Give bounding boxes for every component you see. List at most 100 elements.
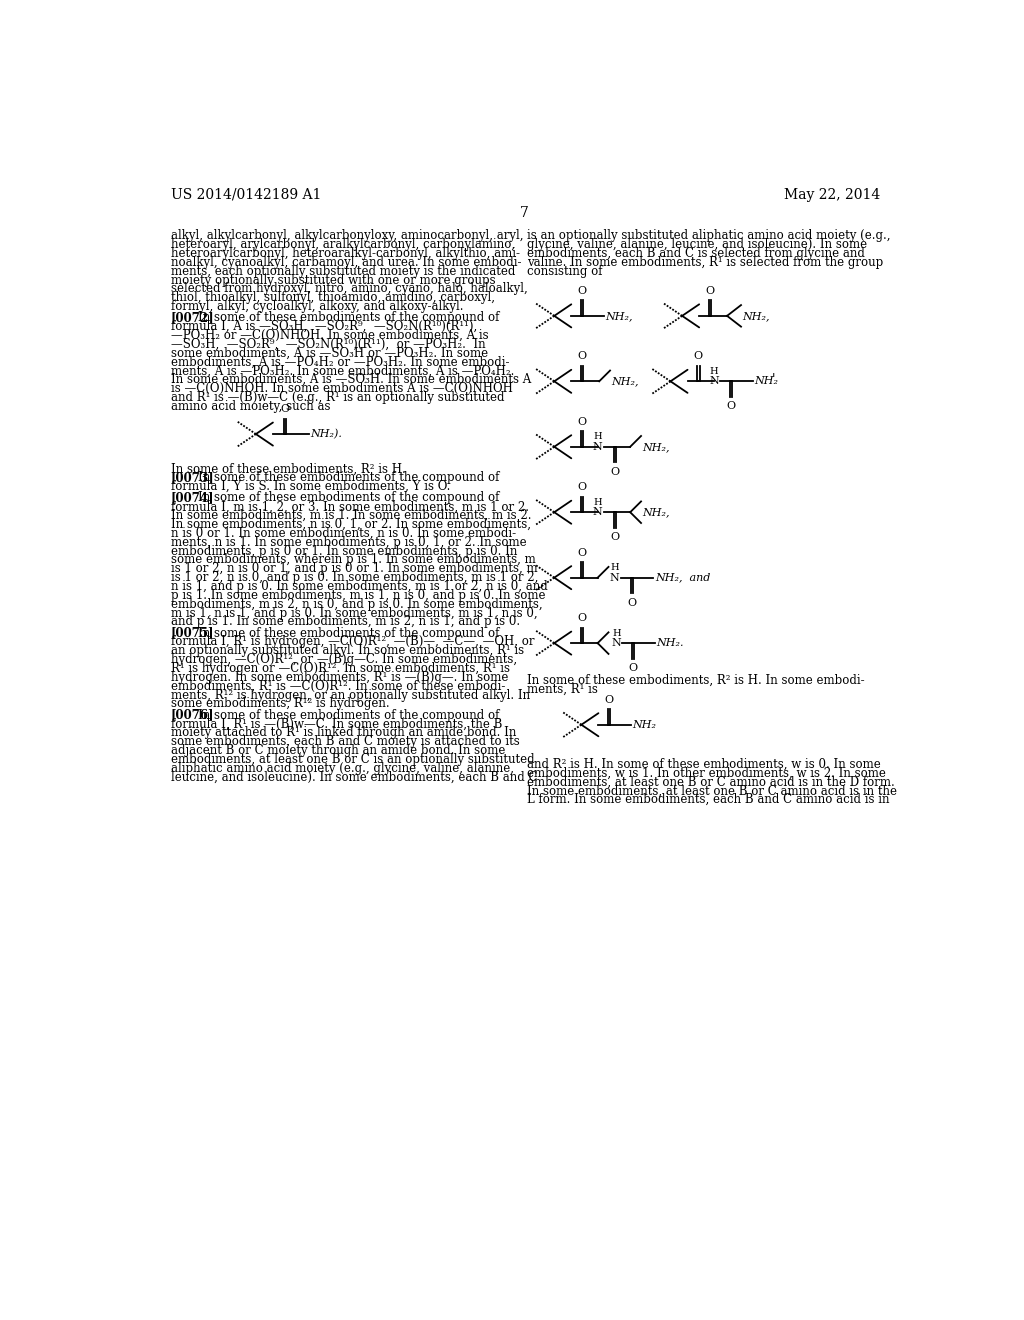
Text: and p is 1. In some embodiments, m is 2, n is 1, and p is 0.: and p is 1. In some embodiments, m is 2,… <box>171 615 520 628</box>
Text: [0076]: [0076] <box>171 709 214 722</box>
Text: formyl, alkyl, cycloalkyl, alkoxy, and alkoxy-alkyl.: formyl, alkyl, cycloalkyl, alkoxy, and a… <box>171 300 463 313</box>
Text: US 2014/0142189 A1: US 2014/0142189 A1 <box>171 187 321 202</box>
Text: thiol, thioalkyl, sulfonyl, thioamido, amidino, carboxyl,: thiol, thioalkyl, sulfonyl, thioamido, a… <box>171 292 495 304</box>
Text: NH₂,: NH₂, <box>643 507 670 517</box>
Text: embodiments, m is 2, n is 0, and p is 0. In some embodiments,: embodiments, m is 2, n is 0, and p is 0.… <box>171 598 543 611</box>
Text: [0072]: [0072] <box>171 312 214 325</box>
Text: NH₂: NH₂ <box>633 719 656 730</box>
Text: May 22, 2014: May 22, 2014 <box>783 187 880 202</box>
Text: O: O <box>627 598 636 607</box>
Text: hydrogen. In some embodiments, R¹ is —(B)g—. In some: hydrogen. In some embodiments, R¹ is —(B… <box>171 671 508 684</box>
Text: —SO₃H,  —SO₂R⁹,  —SO₂N(R¹⁰)(R¹¹),  or —PO₃H₂.  In: —SO₃H, —SO₂R⁹, —SO₂N(R¹⁰)(R¹¹), or —PO₃H… <box>171 338 485 351</box>
Text: In some of these embodiments, R² is H.: In some of these embodiments, R² is H. <box>171 462 406 475</box>
Text: O: O <box>578 482 587 492</box>
Text: embodiments, w is 1. In other embodiments, w is 2. In some: embodiments, w is 1. In other embodiment… <box>527 767 886 780</box>
Text: O: O <box>578 417 587 426</box>
Text: formula I, m is 1, 2, or 3. In some embodiments, m is 1 or 2.: formula I, m is 1, 2, or 3. In some embo… <box>171 500 528 513</box>
Text: m is 1, n is 1, and p is 0. In some embodiments, m is 1, n is 0,: m is 1, n is 1, and p is 0. In some embo… <box>171 607 538 619</box>
Text: moiety optionally substituted with one or more groups: moiety optionally substituted with one o… <box>171 273 496 286</box>
Text: embodiments, A is —PO₄H₂ or —PO₃H₂. In some embodi-: embodiments, A is —PO₄H₂ or —PO₃H₂. In s… <box>171 355 509 368</box>
Text: [0074]: [0074] <box>171 491 214 504</box>
Text: is 1 or 2, n is 0 or 1, and p is 0 or 1. In some embodiments, m: is 1 or 2, n is 0 or 1, and p is 0 or 1.… <box>171 562 538 576</box>
Text: O: O <box>610 467 620 477</box>
Text: N: N <box>611 638 622 648</box>
Text: NH₂,: NH₂, <box>605 312 633 321</box>
Text: n is 1, and p is 0. In some embodiments, m is 1 or 2, n is 0, and: n is 1, and p is 0. In some embodiments,… <box>171 579 548 593</box>
Text: embodiments, at least one B or C is an optionally substituted: embodiments, at least one B or C is an o… <box>171 752 535 766</box>
Text: O: O <box>578 548 587 557</box>
Text: formula I, R¹ is hydrogen, —C(O)R¹², —(B)—, —C—, —OH, or: formula I, R¹ is hydrogen, —C(O)R¹², —(B… <box>171 635 535 648</box>
Text: N: N <box>610 573 620 582</box>
Text: NH₂,  and: NH₂, and <box>655 573 711 582</box>
Text: ments, each optionally substituted moiety is the indicated: ments, each optionally substituted moiet… <box>171 264 515 277</box>
Text: NH₂,: NH₂, <box>643 442 670 451</box>
Text: adjacent B or C moiety through an amide bond. In some: adjacent B or C moiety through an amide … <box>171 744 505 756</box>
Text: In some of these embodiments of the compound of: In some of these embodiments of the comp… <box>198 471 499 484</box>
Text: an optionally substituted alkyl. In some embodiments, R¹ is: an optionally substituted alkyl. In some… <box>171 644 523 657</box>
Text: O: O <box>578 286 587 296</box>
Text: [0073]: [0073] <box>171 471 214 484</box>
Text: some embodiments, each B and C moiety is attached to its: some embodiments, each B and C moiety is… <box>171 735 519 748</box>
Text: ments, n is 1. In some embodiments, p is 0, 1, or 2. In some: ments, n is 1. In some embodiments, p is… <box>171 536 526 549</box>
Text: L form. In some embodiments, each B and C amino acid is in: L form. In some embodiments, each B and … <box>527 793 890 807</box>
Text: In some embodiments, m is 1. In some embodiments, m is 2.: In some embodiments, m is 1. In some emb… <box>171 510 531 523</box>
Text: H: H <box>710 367 718 376</box>
Text: In some embodiments, n is 0, 1, or 2. In some embodiments,: In some embodiments, n is 0, 1, or 2. In… <box>171 517 530 531</box>
Text: ': ' <box>772 372 775 385</box>
Text: consisting of: consisting of <box>527 264 603 277</box>
Text: In some of these embodiments of the compound of: In some of these embodiments of the comp… <box>198 627 499 640</box>
Text: selected from hydroxyl, nitro, amino, cyano, halo, haloalkyl,: selected from hydroxyl, nitro, amino, cy… <box>171 282 527 296</box>
Text: R¹ is hydrogen or —C(O)R¹². In some embodiments, R¹ is: R¹ is hydrogen or —C(O)R¹². In some embo… <box>171 663 510 675</box>
Text: O: O <box>578 612 587 623</box>
Text: ments, A is —PO₃H₂. In some embodiments, A is —PO₄H₂.: ments, A is —PO₃H₂. In some embodiments,… <box>171 364 514 378</box>
Text: NH₂.: NH₂. <box>656 638 684 648</box>
Text: valine. In some embodiments, R¹ is selected from the group: valine. In some embodiments, R¹ is selec… <box>527 256 884 269</box>
Text: n is 0 or 1. In some embodiments, n is 0. In some embodi-: n is 0 or 1. In some embodiments, n is 0… <box>171 527 516 540</box>
Text: NH₂).: NH₂). <box>310 429 342 440</box>
Text: NH₂,: NH₂, <box>742 312 770 321</box>
Text: O: O <box>726 401 735 412</box>
Text: heteroaryl, arylcarbonyl, aralkylcarbonyl, carbonylamino,: heteroaryl, arylcarbonyl, aralkylcarbony… <box>171 238 515 251</box>
Text: H: H <box>610 564 620 573</box>
Text: In some embodiments, at least one B or C amino acid is in the: In some embodiments, at least one B or C… <box>527 784 897 797</box>
Text: embodiments, at least one B or C amino acid is in the D form.: embodiments, at least one B or C amino a… <box>527 776 895 788</box>
Text: 7: 7 <box>520 206 529 220</box>
Text: aliphatic amino acid moiety (e.g., glycine, valine, alanine,: aliphatic amino acid moiety (e.g., glyci… <box>171 762 514 775</box>
Text: In some embodiments, A is —SO₃H. In some embodiments A: In some embodiments, A is —SO₃H. In some… <box>171 374 530 387</box>
Text: p is 1. In some embodiments, m is 1, n is 0, and p is 0. In some: p is 1. In some embodiments, m is 1, n i… <box>171 589 545 602</box>
Text: O: O <box>694 351 702 362</box>
Text: O: O <box>605 694 613 705</box>
Text: formula I, A is —SO₃H,  —SO₂R⁹,  —SO₂N(R¹⁰)(R¹¹),: formula I, A is —SO₃H, —SO₂R⁹, —SO₂N(R¹⁰… <box>171 321 477 333</box>
Text: O: O <box>610 532 620 543</box>
Text: N: N <box>593 507 602 517</box>
Text: leucine, and isoleucine). In some embodiments, each B and C: leucine, and isoleucine). In some embodi… <box>171 771 538 784</box>
Text: NH₂: NH₂ <box>755 376 778 387</box>
Text: O: O <box>706 286 715 296</box>
Text: In some of these embodiments of the compound of: In some of these embodiments of the comp… <box>198 491 499 504</box>
Text: embodiments, p is 0 or 1. In some embodiments, p is 0. In: embodiments, p is 0 or 1. In some embodi… <box>171 545 517 557</box>
Text: amino acid moiety, such as: amino acid moiety, such as <box>171 400 330 413</box>
Text: is 1 or 2, n is 0, and p is 0. In some embodiments, m is 1 or 2,: is 1 or 2, n is 0, and p is 0. In some e… <box>171 572 538 585</box>
Text: H: H <box>612 628 621 638</box>
Text: O: O <box>578 351 587 362</box>
Text: N: N <box>593 442 602 451</box>
Text: ments, R¹² is hydrogen, or an optionally substituted alkyl. In: ments, R¹² is hydrogen, or an optionally… <box>171 689 529 701</box>
Text: is an optionally substituted aliphatic amino acid moiety (e.g.,: is an optionally substituted aliphatic a… <box>527 230 891 243</box>
Text: glycine, valine, alanine, leucine, and isoleucine). In some: glycine, valine, alanine, leucine, and i… <box>527 238 867 251</box>
Text: O: O <box>629 663 638 673</box>
Text: In some of these embodiments of the compound of: In some of these embodiments of the comp… <box>198 312 499 325</box>
Text: and R¹ is —(B)w—C (e.g., R¹ is an optionally substituted: and R¹ is —(B)w—C (e.g., R¹ is an option… <box>171 391 504 404</box>
Text: H: H <box>593 498 602 507</box>
Text: H: H <box>593 433 602 441</box>
Text: [0075]: [0075] <box>171 627 214 640</box>
Text: In some of these embodiments, R² is H. In some embodi-: In some of these embodiments, R² is H. I… <box>527 675 864 686</box>
Text: and R² is H. In some of these embodiments, w is 0. In some: and R² is H. In some of these embodiment… <box>527 758 881 771</box>
Text: noalkyl, cyanoalkyl, carbamoyl, and urea. In some embodi-: noalkyl, cyanoalkyl, carbamoyl, and urea… <box>171 256 521 269</box>
Text: hydrogen, —C(O)R¹², or —(B)g—C. In some embodiments,: hydrogen, —C(O)R¹², or —(B)g—C. In some … <box>171 653 517 667</box>
Text: In some of these embodiments of the compound of: In some of these embodiments of the comp… <box>198 709 499 722</box>
Text: embodiments, R¹ is —C(O)R¹². In some of these embodi-: embodiments, R¹ is —C(O)R¹². In some of … <box>171 680 505 693</box>
Text: N: N <box>709 376 719 387</box>
Text: —PO₃H₂ or —C(O)NHOH. In some embodiments, A is: —PO₃H₂ or —C(O)NHOH. In some embodiments… <box>171 329 488 342</box>
Text: NH₂,: NH₂, <box>611 376 639 387</box>
Text: heteroarylcarbonyl, heteroaralkyl-carbonyl, alkylthio, ami-: heteroarylcarbonyl, heteroaralkyl-carbon… <box>171 247 519 260</box>
